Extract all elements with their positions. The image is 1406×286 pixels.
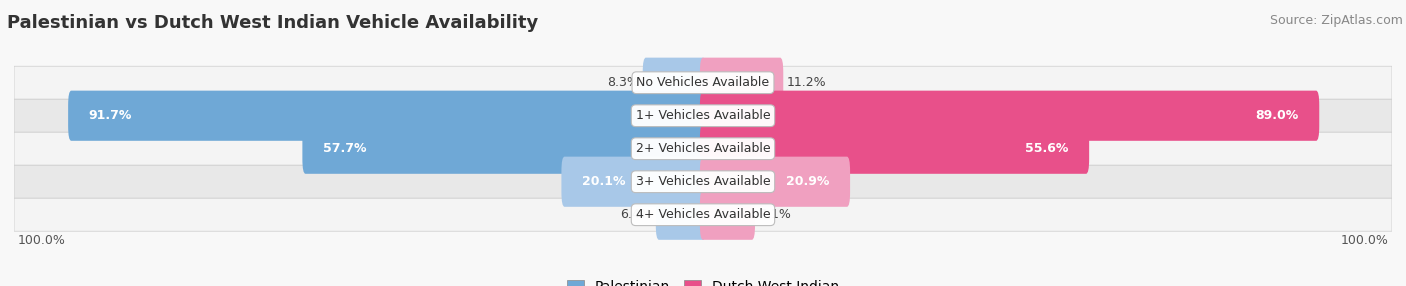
Text: 1+ Vehicles Available: 1+ Vehicles Available	[636, 109, 770, 122]
Text: 7.1%: 7.1%	[759, 208, 790, 221]
Text: Palestinian vs Dutch West Indian Vehicle Availability: Palestinian vs Dutch West Indian Vehicle…	[7, 14, 538, 32]
FancyBboxPatch shape	[643, 58, 706, 108]
Text: 8.3%: 8.3%	[607, 76, 638, 89]
FancyBboxPatch shape	[14, 66, 1392, 99]
FancyBboxPatch shape	[561, 157, 706, 207]
FancyBboxPatch shape	[14, 99, 1392, 132]
FancyBboxPatch shape	[700, 157, 851, 207]
FancyBboxPatch shape	[14, 165, 1392, 198]
FancyBboxPatch shape	[700, 190, 755, 240]
Text: 20.9%: 20.9%	[786, 175, 830, 188]
FancyBboxPatch shape	[700, 58, 783, 108]
FancyBboxPatch shape	[655, 190, 706, 240]
Text: 100.0%: 100.0%	[17, 234, 66, 247]
Text: 11.2%: 11.2%	[787, 76, 827, 89]
Text: 2+ Vehicles Available: 2+ Vehicles Available	[636, 142, 770, 155]
FancyBboxPatch shape	[302, 124, 706, 174]
Text: 100.0%: 100.0%	[1340, 234, 1389, 247]
Text: Source: ZipAtlas.com: Source: ZipAtlas.com	[1270, 14, 1403, 27]
FancyBboxPatch shape	[67, 91, 706, 141]
Text: 55.6%: 55.6%	[1025, 142, 1069, 155]
FancyBboxPatch shape	[14, 132, 1392, 165]
Text: 89.0%: 89.0%	[1256, 109, 1299, 122]
Text: 6.4%: 6.4%	[620, 208, 652, 221]
Text: 57.7%: 57.7%	[323, 142, 366, 155]
FancyBboxPatch shape	[700, 91, 1319, 141]
FancyBboxPatch shape	[700, 124, 1090, 174]
Text: 91.7%: 91.7%	[89, 109, 132, 122]
Text: No Vehicles Available: No Vehicles Available	[637, 76, 769, 89]
Text: 4+ Vehicles Available: 4+ Vehicles Available	[636, 208, 770, 221]
Text: 20.1%: 20.1%	[582, 175, 626, 188]
Text: 3+ Vehicles Available: 3+ Vehicles Available	[636, 175, 770, 188]
FancyBboxPatch shape	[14, 198, 1392, 231]
Legend: Palestinian, Dutch West Indian: Palestinian, Dutch West Indian	[561, 275, 845, 286]
